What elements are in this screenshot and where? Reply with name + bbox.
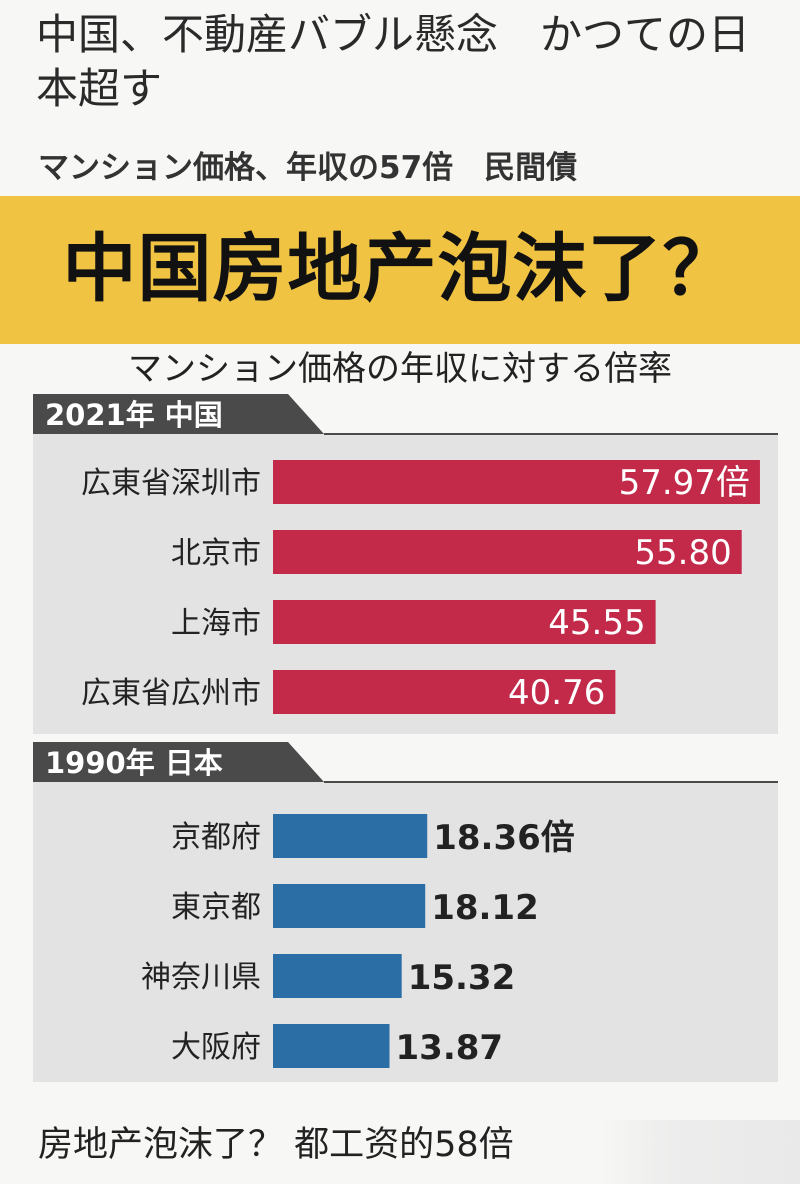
bar [273,954,402,998]
footer-blur-overlay [600,1120,800,1184]
data-label: 18.36倍 [433,818,575,858]
data-label: 45.55 [548,603,645,643]
footer-caption: 房地产泡沫了？ 都工资的58倍 [38,1125,514,1165]
data-label: 13.87 [396,1028,504,1068]
bar [273,670,616,714]
group-tab-0 [33,394,324,434]
category-label: 広東省深圳市 [81,466,261,501]
data-label: 15.32 [408,958,516,998]
group-label-1: 1990年 日本 [45,746,223,780]
bar [273,1024,390,1068]
bar [273,814,428,858]
category-label: 京都府 [171,820,261,855]
chart-title: マンション価格の年収に対する倍率 [128,349,672,389]
bar [273,884,426,928]
data-label: 57.97倍 [619,463,750,503]
bar [273,460,760,504]
category-label: 東京都 [171,890,261,925]
category-label: 北京市 [171,536,261,571]
banner-background [0,196,800,344]
group-label-0: 2021年 中国 [45,398,223,432]
data-label: 40.76 [508,673,605,713]
data-label: 55.80 [634,533,731,573]
banner-title: 中国房地产泡沫了？ [62,226,738,312]
data-label: 18.12 [431,888,539,928]
article-headline: 中国、不動産バブル懸念 かつての日本超す [36,10,751,113]
article-subheadline: マンション価格、年収の57倍 民間債 [38,150,578,186]
category-label: 神奈川県 [141,960,261,995]
category-label: 広東省広州市 [81,676,261,711]
group-tab-1 [33,742,324,782]
bar [273,530,742,574]
category-label: 上海市 [171,606,261,641]
bar [273,600,656,644]
category-label: 大阪府 [171,1030,261,1065]
